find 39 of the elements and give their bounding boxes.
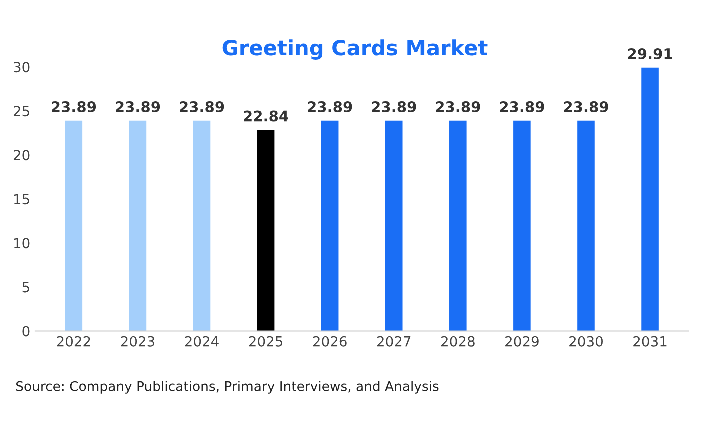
y-tick-label: 15	[14, 194, 30, 205]
bar	[450, 120, 467, 332]
data-label: 23.89	[564, 101, 608, 113]
bar	[129, 120, 147, 332]
y-tick-label: 25	[14, 106, 30, 117]
source-note: Source: Company Publications, Primary Interviews, and Analysis	[16, 381, 439, 394]
data-label: 23.89	[180, 101, 224, 113]
x-tick-label: 2028	[442, 336, 475, 347]
bar	[578, 120, 595, 332]
bar	[385, 120, 403, 332]
bar	[642, 68, 659, 332]
bar	[514, 120, 531, 332]
bar	[321, 120, 339, 332]
x-tick-label: 2031	[634, 336, 667, 347]
y-tick-label: 30	[14, 62, 30, 73]
data-label: 23.89	[52, 101, 96, 113]
data-label: 23.89	[308, 101, 352, 113]
y-tick-label: 0	[22, 326, 30, 337]
x-tick-label: 2029	[506, 336, 539, 347]
x-tick-label: 2026	[313, 336, 347, 347]
data-label: 23.89	[500, 101, 544, 113]
x-tick-label: 2027	[377, 336, 411, 347]
bar	[193, 120, 211, 332]
y-tick-label: 5	[22, 282, 30, 293]
y-tick-label: 10	[14, 238, 30, 249]
x-tick-label: 2022	[57, 336, 90, 347]
bar	[257, 130, 275, 332]
x-tick-label: 2024	[185, 336, 219, 347]
data-label: 23.89	[116, 101, 160, 113]
data-label: 22.84	[244, 110, 288, 122]
x-tick-label: 2023	[121, 336, 155, 347]
bar	[65, 120, 83, 332]
y-tick-label: 20	[14, 150, 30, 161]
data-label: 23.89	[436, 101, 480, 113]
chart-title: Greeting Cards Market	[222, 40, 488, 60]
data-label: 29.91	[628, 48, 672, 60]
x-tick-label: 2025	[249, 336, 282, 347]
x-tick-label: 2030	[570, 336, 603, 347]
data-label: 23.89	[372, 101, 416, 113]
